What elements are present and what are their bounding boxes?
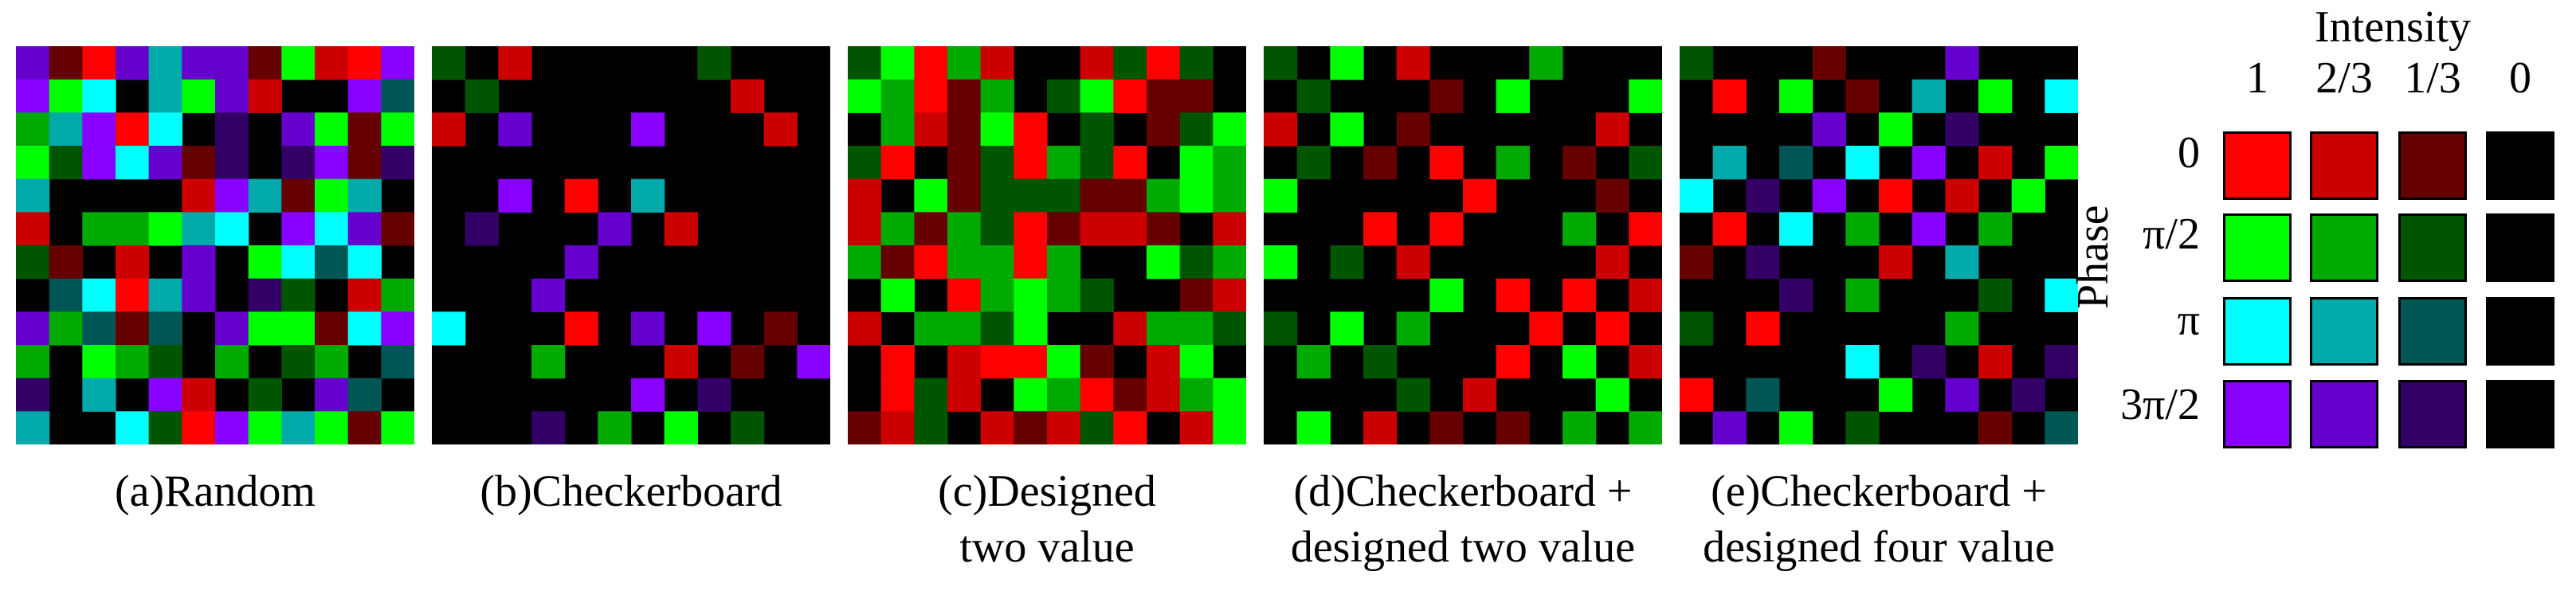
legend-intensity-title: Intensity [2315, 2, 2471, 52]
caption-line: (c)Designed [938, 467, 1156, 516]
legend-swatch [2310, 380, 2378, 448]
legend-swatch [2223, 297, 2292, 366]
legend-swatch [2223, 131, 2292, 200]
legend-swatch [2398, 297, 2467, 366]
legend-phase-title: Phase [2068, 205, 2118, 309]
legend-swatch [2486, 131, 2554, 200]
caption-checkerboard-designed-four-value: (e)Checkerboard + designed four value [1664, 464, 2094, 575]
caption-line: (a)Random [115, 467, 316, 516]
legend-swatch [2310, 131, 2378, 200]
phase-label-pi-2: π/2 [2143, 209, 2200, 259]
intensity-label-1: 1 [2246, 53, 2268, 103]
phase-label-3pi-2: 3π/2 [2120, 380, 2200, 429]
intensity-label-1-3: 1/3 [2404, 53, 2461, 103]
legend-swatch [2486, 213, 2554, 282]
legend-swatch [2223, 213, 2292, 282]
caption-designed-two-value: (c)Designed two value [848, 464, 1246, 575]
legend-swatch [2398, 131, 2467, 200]
caption-checkerboard-designed-two-value: (d)Checkerboard + designed two value [1248, 464, 1678, 575]
caption-line: (b)Checkerboard [480, 467, 782, 516]
pattern-grid-checkerboard-two-value [1264, 46, 1662, 444]
phase-label-0: 0 [2178, 128, 2200, 178]
legend-swatch [2486, 380, 2554, 448]
legend-swatch [2310, 213, 2378, 282]
caption-random: (a)Random [16, 464, 414, 519]
pattern-grid-checkerboard-four-value [1680, 46, 2078, 444]
phase-label-pi: π [2177, 296, 2200, 345]
pattern-grid-checkerboard [432, 46, 830, 444]
panel-checkerboard-designed-two-value [1264, 46, 1662, 444]
panel-checkerboard [432, 46, 830, 444]
caption-line: (d)Checkerboard + [1293, 467, 1633, 516]
legend-swatch [2398, 213, 2467, 282]
caption-checkerboard: (b)Checkerboard [432, 464, 830, 519]
intensity-label-0: 0 [2509, 53, 2531, 103]
caption-line: two value [959, 523, 1135, 572]
panel-random [16, 46, 414, 444]
legend-swatch [2310, 297, 2378, 366]
caption-line: designed two value [1290, 523, 1636, 572]
legend-swatch [2398, 380, 2467, 448]
pattern-grid-designed-two-value [848, 46, 1246, 444]
intensity-label-2-3: 2/3 [2315, 53, 2373, 103]
caption-line: (e)Checkerboard + [1711, 467, 2047, 516]
panel-designed-two-value [848, 46, 1246, 444]
panel-checkerboard-designed-four-value [1680, 46, 2078, 444]
caption-line: designed four value [1703, 523, 2055, 572]
pattern-grid-random [16, 46, 414, 444]
legend-swatch [2223, 380, 2292, 448]
legend-swatch [2486, 297, 2554, 366]
